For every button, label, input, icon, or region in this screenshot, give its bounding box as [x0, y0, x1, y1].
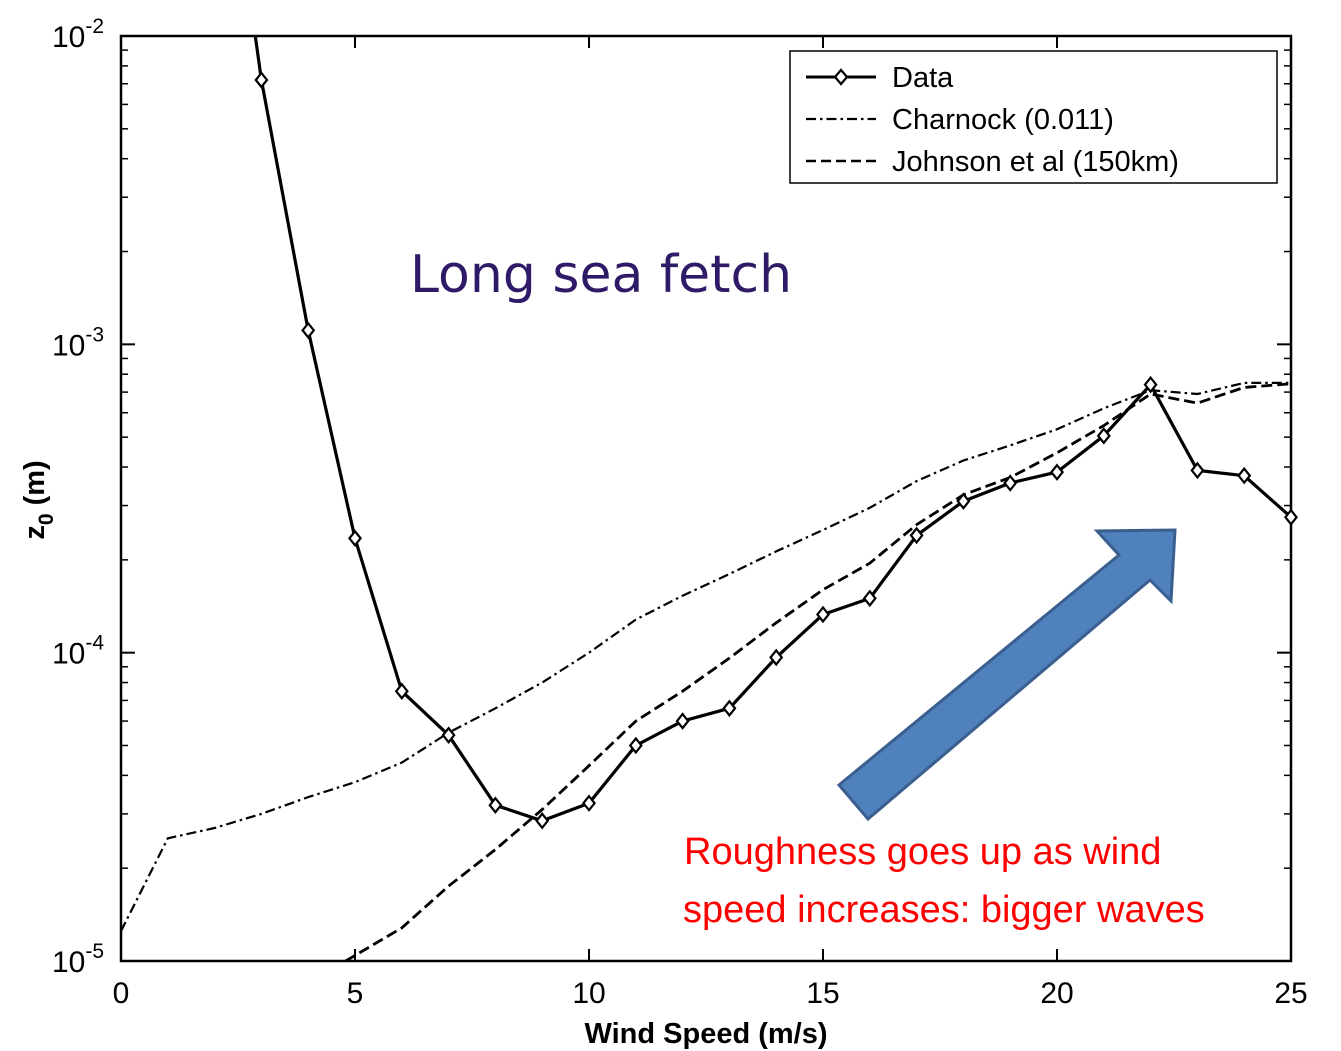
- data-point: [956, 492, 971, 510]
- data-point: [675, 712, 690, 730]
- series-line-0: [253, 36, 1291, 823]
- annotation-note-line2: speed increases: bigger waves: [683, 889, 1205, 931]
- data-point: [1003, 474, 1018, 492]
- data-point: [722, 699, 737, 718]
- annotation-note-line1: Roughness goes up as wind: [684, 831, 1161, 873]
- trend-arrow-icon: [836, 528, 1177, 822]
- y-tick-label-exp: -3: [85, 323, 104, 346]
- data-point: [254, 71, 269, 89]
- x-tick-label: 5: [347, 977, 364, 1010]
- markers-layer: [254, 71, 1299, 830]
- y-tick-label-base: 10: [52, 21, 85, 54]
- data-point: [628, 736, 643, 755]
- data-point: [488, 796, 503, 815]
- x-tick-label: 15: [806, 977, 839, 1010]
- data-point: [769, 648, 784, 667]
- data-point: [1049, 463, 1065, 481]
- series-layer: [121, 36, 1291, 961]
- data-point: [1283, 508, 1299, 526]
- y-axis-title-sub: 0: [35, 513, 58, 525]
- x-tick-label: 10: [572, 977, 605, 1010]
- data-point: [1237, 466, 1252, 485]
- x-tick-label: 20: [1040, 977, 1073, 1010]
- data-point: [301, 321, 316, 340]
- data-point: [394, 682, 409, 700]
- plot-frame: [119, 34, 1293, 963]
- y-tick-label-base: 10: [52, 329, 85, 362]
- y-tick-label-exp: -5: [85, 940, 104, 963]
- data-point: [909, 526, 924, 545]
- y-axis-title: z0 (m): [19, 460, 58, 539]
- y-axis-title-main: z: [19, 525, 51, 540]
- data-point: [1190, 461, 1205, 480]
- data-point: [535, 811, 550, 830]
- x-tick-label: 0: [113, 977, 130, 1010]
- annotation-title: Long sea fetch: [410, 245, 792, 305]
- y-tick-label-exp: -2: [85, 15, 104, 38]
- legend: Data Charnock (0.011) Johnson et al (150…: [789, 50, 1278, 184]
- series-line-1: [121, 381, 1291, 932]
- y-tick-label-base: 10: [52, 638, 85, 671]
- x-axis-title: Wind Speed (m/s): [584, 1018, 827, 1050]
- legend-label-data: Data: [892, 62, 954, 94]
- data-point: [862, 589, 877, 608]
- data-point: [1096, 427, 1111, 445]
- legend-diamond-icon: [833, 68, 849, 86]
- y-tick-label-base: 10: [52, 946, 85, 979]
- data-point: [441, 726, 456, 744]
- x-tick-label: 25: [1274, 977, 1307, 1010]
- y-axis-title-unit: (m): [19, 460, 51, 513]
- data-point: [815, 605, 831, 624]
- series-line-2: [344, 382, 1291, 961]
- legend-label-charnock: Charnock (0.011): [892, 104, 1114, 136]
- y-tick-label: 10-5: [52, 940, 104, 979]
- y-tick-label-exp: -4: [85, 632, 104, 655]
- data-point: [581, 794, 597, 812]
- y-tick-label: 10-3: [52, 323, 104, 362]
- legend-label-johnson: Johnson et al (150km): [892, 146, 1179, 178]
- data-point: [347, 529, 363, 548]
- y-tick-label: 10-4: [52, 632, 104, 671]
- y-tick-label: 10-2: [52, 15, 104, 54]
- data-point: [1143, 375, 1158, 394]
